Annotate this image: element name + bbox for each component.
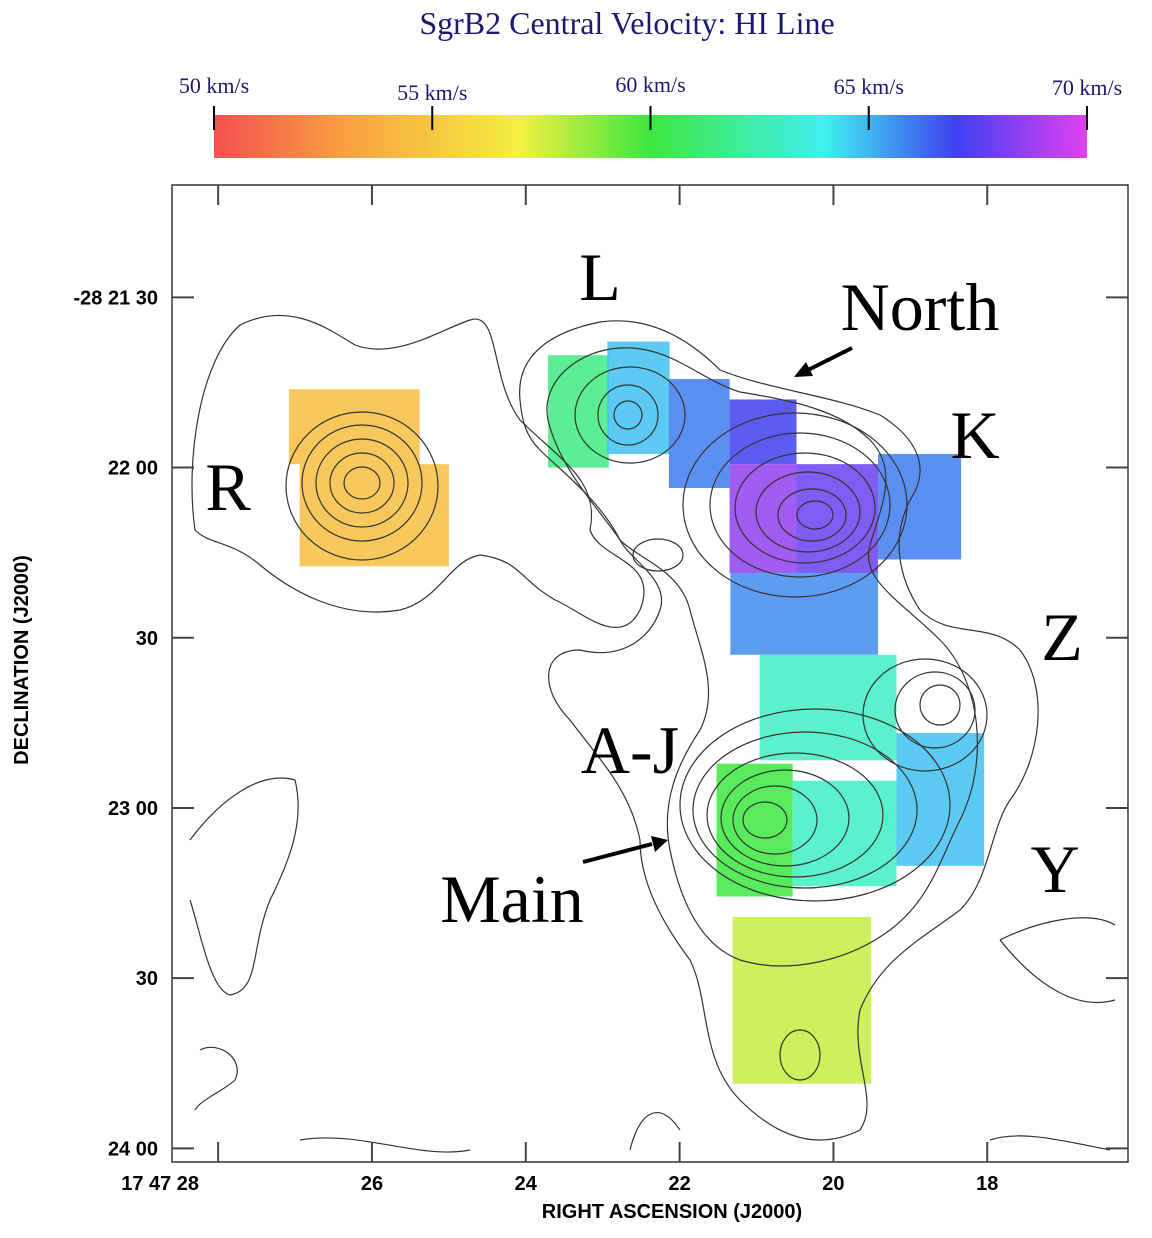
velocity-tile bbox=[732, 916, 872, 1084]
velocity-tile bbox=[729, 464, 797, 574]
annotation: A-J bbox=[581, 712, 679, 788]
arrows bbox=[582, 346, 853, 864]
velocity-tile bbox=[792, 780, 897, 887]
colorbar-tick-label: 55 km/s bbox=[397, 80, 467, 105]
annotation: Y bbox=[1030, 831, 1079, 907]
velocity-tile bbox=[730, 573, 879, 655]
colorbar-tick-label: 70 km/s bbox=[1052, 75, 1122, 100]
x-axis-label: RIGHT ASCENSION (J2000) bbox=[542, 1201, 802, 1223]
x-tick-label: 20 bbox=[822, 1173, 844, 1195]
colorbar-tick-label: 60 km/s bbox=[615, 72, 685, 97]
velocity-tile bbox=[607, 341, 670, 454]
annotation: K bbox=[950, 397, 999, 473]
annotation: R bbox=[205, 449, 251, 525]
x-tick-label: 17 47 28 bbox=[121, 1173, 199, 1195]
contours bbox=[189, 314, 1116, 1153]
y-axis-label: DECLINATION (J2000) bbox=[11, 555, 33, 765]
y-tick-label: 24 00 bbox=[108, 1138, 158, 1160]
colorbar-tick-label: 50 km/s bbox=[179, 73, 249, 98]
annotation: Z bbox=[1041, 599, 1083, 675]
annotation: North bbox=[841, 269, 1000, 345]
plot-frame bbox=[171, 184, 1129, 1163]
velocity-tile bbox=[729, 399, 797, 465]
y-tick-label: 22 00 bbox=[108, 458, 158, 480]
x-tick-label: 26 bbox=[361, 1173, 383, 1195]
colorbar-tick-label: 65 km/s bbox=[834, 74, 904, 99]
y-tick-label: -28 21 30 bbox=[73, 287, 158, 309]
chart-title: SgrB2 Central Velocity: HI Line bbox=[419, 5, 834, 41]
annotation: Main bbox=[440, 861, 584, 937]
y-tick-label: 30 bbox=[136, 968, 158, 990]
velocity-tile bbox=[299, 464, 449, 567]
velocity-tile bbox=[548, 355, 609, 468]
velocity-tile bbox=[759, 654, 897, 761]
x-tick-label: 24 bbox=[515, 1173, 538, 1195]
x-tick-label: 18 bbox=[976, 1173, 998, 1195]
velocity-tile bbox=[288, 389, 420, 465]
velocity-tile bbox=[668, 379, 730, 488]
velocity-tile bbox=[896, 733, 985, 866]
annotation: L bbox=[579, 239, 621, 315]
x-tick-label: 22 bbox=[668, 1173, 690, 1195]
y-tick-label: 30 bbox=[136, 628, 158, 650]
y-tick-label: 23 00 bbox=[108, 798, 158, 820]
